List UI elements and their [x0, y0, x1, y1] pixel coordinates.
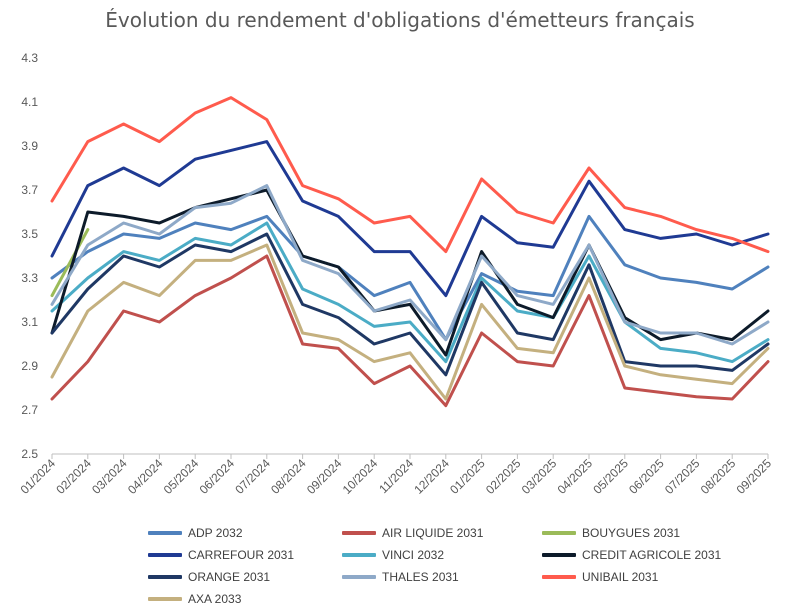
y-axis-labels: 2.5 2.7 2.9 3.1 3.3 3.5 3.7 3.9 4.1 4.3	[21, 51, 38, 461]
y-tick-label: 3.5	[21, 227, 38, 241]
legend-item: ADP 2032	[148, 524, 243, 542]
legend-item: CARREFOUR 2031	[148, 546, 294, 564]
legend-item: VINCI 2032	[342, 546, 444, 564]
legend-item: ORANGE 2031	[148, 568, 270, 586]
series-line-thales-2031	[50, 184, 770, 346]
legend-label: AIR LIQUIDE 2031	[382, 526, 484, 540]
x-tick-label: 03/2025	[519, 456, 560, 497]
legend-swatch	[542, 575, 576, 579]
x-tick-label: 04/2025	[555, 456, 596, 497]
y-tick-label: 4.3	[21, 51, 38, 65]
x-axis: 01/202402/202403/202404/202405/202406/20…	[18, 453, 775, 497]
legend-swatch	[342, 553, 376, 557]
legend-label: UNIBAIL 2031	[582, 570, 659, 584]
x-tick-label: 08/2024	[268, 456, 309, 497]
x-tick-label: 05/2025	[590, 456, 631, 497]
series-line-axa-2033	[50, 243, 770, 401]
legend-label: BOUYGUES 2031	[582, 526, 681, 540]
x-tick-label: 10/2024	[340, 456, 381, 497]
y-tick-label: 3.9	[21, 139, 38, 153]
series-line-air-liquide-2031	[50, 254, 770, 408]
legend-item: AXA 2033	[148, 590, 241, 608]
y-tick-label: 2.5	[21, 447, 38, 461]
legend-swatch	[542, 553, 576, 557]
x-tick-label: 08/2025	[698, 456, 739, 497]
legend: ADP 2032 AIR LIQUIDE 2031 BOUYGUES 2031 CAR…	[0, 522, 800, 608]
series-line-carrefour-2031	[50, 140, 770, 298]
y-tick-label: 2.7	[21, 403, 38, 417]
x-tick-label: 09/2025	[734, 456, 775, 497]
line-chart: 2.52.72.93.13.33.53.73.94.14.3 01/202402…	[18, 51, 775, 497]
series-line-unibail-2031	[50, 96, 770, 254]
x-tick-label: 09/2024	[304, 456, 345, 497]
legend-swatch	[148, 531, 182, 535]
legend-item: AIR LIQUIDE 2031	[342, 524, 483, 542]
legend-item: CREDIT AGRICOLE 2031	[542, 546, 721, 564]
x-tick-label: 02/2025	[483, 456, 524, 497]
y-tick-label: 2.9	[21, 359, 38, 373]
series-line-orange-2031	[50, 232, 770, 377]
x-tick-label: 01/2024	[18, 456, 59, 497]
legend-swatch	[342, 575, 376, 579]
legend-swatch	[542, 531, 576, 535]
x-tick-label: 01/2025	[447, 456, 488, 497]
y-tick-label: 3.7	[21, 183, 38, 197]
legend-item: THALES 2031	[342, 568, 459, 586]
legend-swatch	[148, 575, 182, 579]
legend-label: ADP 2032	[188, 526, 243, 540]
legend-item: UNIBAIL 2031	[542, 568, 658, 586]
chart-title: Évolution du rendement d'obligations d'é…	[105, 8, 695, 32]
series-lines	[50, 96, 770, 408]
x-tick-label: 07/2024	[232, 456, 273, 497]
legend-label: CREDIT AGRICOLE 2031	[582, 548, 722, 562]
legend-label: AXA 2033	[188, 592, 242, 606]
x-tick-label: 12/2024	[411, 456, 452, 497]
legend-label: THALES 2031	[382, 570, 459, 584]
legend-swatch	[148, 597, 182, 601]
x-tick-label: 04/2024	[125, 456, 166, 497]
legend-item: BOUYGUES 2031	[542, 524, 680, 542]
x-tick-label: 03/2024	[89, 456, 130, 497]
y-tick-label: 4.1	[21, 95, 38, 109]
x-tick-label: 11/2024	[376, 456, 416, 496]
x-tick-label: 06/2024	[197, 456, 238, 497]
legend-label: VINCI 2032	[382, 548, 445, 562]
series-line-credit-agricole-2031	[50, 188, 770, 357]
legend-label: CARREFOUR 2031	[188, 548, 295, 562]
legend-swatch	[342, 531, 376, 535]
x-tick-label: 02/2024	[53, 456, 94, 497]
series-line-bouygues-2031	[50, 228, 90, 298]
legend-label: ORANGE 2031	[188, 570, 271, 584]
y-tick-label: 3.3	[21, 271, 38, 285]
series-line-vinci-2032	[50, 221, 770, 364]
x-tick-label: 07/2025	[662, 456, 703, 497]
x-tick-label: 06/2025	[626, 456, 667, 497]
legend-swatch	[148, 553, 182, 557]
y-tick-label: 3.1	[21, 315, 38, 329]
x-tick-label: 05/2024	[161, 456, 202, 497]
series-line-adp-2032	[50, 214, 770, 342]
